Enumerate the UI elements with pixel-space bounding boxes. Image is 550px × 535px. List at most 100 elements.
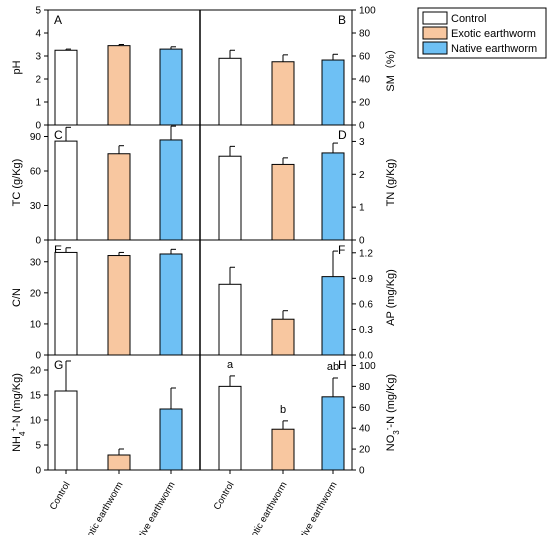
y-tick-label: 0.6 xyxy=(359,299,373,310)
y-tick-label: 20 xyxy=(30,288,42,299)
y-tick-label: 1.2 xyxy=(359,248,373,259)
y-axis-label: C/N xyxy=(11,288,23,307)
y-tick-label: 0 xyxy=(35,466,41,477)
panel-label: A xyxy=(54,13,62,27)
bar-native xyxy=(159,48,183,126)
legend-label: Native earthworm xyxy=(451,43,537,55)
y-tick-label: 0.0 xyxy=(359,351,373,362)
bar-control xyxy=(54,390,78,471)
y-tick-label: 100 xyxy=(359,361,376,372)
legend-label: Control xyxy=(451,13,486,25)
panel-F: F 0.0 0.3 0.6 0.9 1.2 AP (mg/Kg) xyxy=(218,243,397,362)
y-tick-label: 80 xyxy=(359,29,371,40)
y-tick-label: 20 xyxy=(30,366,42,377)
bar-exotic xyxy=(271,318,295,356)
significance-label: a xyxy=(227,359,234,371)
panel-A: A 0 1 2 3 4 5 pH xyxy=(11,6,183,132)
y-tick-label: 20 xyxy=(359,445,371,456)
bar-native xyxy=(159,139,183,241)
y-tick-label: 0 xyxy=(359,466,365,477)
bar-native xyxy=(321,152,345,241)
y-tick-label: 15 xyxy=(30,391,42,402)
bar-control xyxy=(54,251,78,356)
x-category-label: Exotic earthworm xyxy=(79,480,125,535)
y-tick-label: 80 xyxy=(359,382,371,393)
y-tick-label: 10 xyxy=(30,416,42,427)
bar-exotic xyxy=(107,255,131,356)
y-tick-label: 0 xyxy=(359,121,365,132)
legend-swatch xyxy=(422,26,448,40)
x-category-label: Native earthworm xyxy=(131,480,178,535)
significance-label: b xyxy=(280,404,286,416)
y-tick-label: 4 xyxy=(35,29,41,40)
bar-control xyxy=(218,155,242,241)
y-tick-label: 0 xyxy=(35,351,41,362)
x-axis-category-labels: Control Exotic earthworm Native earthworm C… xyxy=(48,480,340,535)
y-tick-label: 20 xyxy=(359,98,371,109)
y-tick-label: 2 xyxy=(35,75,41,86)
bar-exotic xyxy=(271,163,295,241)
panel-C: C 0 30 60 90 TC (g/Kg) xyxy=(11,125,183,247)
panel-B: B 0 20 40 60 80 100 SM（%） xyxy=(218,6,397,132)
y-tick-label: 40 xyxy=(359,424,371,435)
y-tick-label: 5 xyxy=(35,441,41,452)
significance-label: ab xyxy=(327,361,339,373)
panel-label: H xyxy=(338,358,347,372)
panel-label: E xyxy=(54,243,62,257)
bar-native xyxy=(159,253,183,356)
bar-native xyxy=(159,408,183,471)
panel-label: D xyxy=(338,128,347,142)
bar-exotic xyxy=(271,61,295,126)
legend: Control Exotic earthworm Native earthworm xyxy=(417,7,547,59)
bar-control xyxy=(218,385,242,471)
y-tick-label: 2 xyxy=(359,170,365,181)
bar-control xyxy=(54,140,78,241)
panel-label: B xyxy=(338,13,346,27)
bar-exotic xyxy=(107,45,131,126)
bar-control xyxy=(54,49,78,126)
panel-label: G xyxy=(54,358,63,372)
bar-exotic xyxy=(271,428,295,471)
y-tick-label: 0 xyxy=(35,121,41,132)
y-tick-label: 90 xyxy=(30,132,42,143)
y-tick-label: 3 xyxy=(35,52,41,63)
legend-swatch xyxy=(422,41,448,55)
y-tick-label: 30 xyxy=(30,201,42,212)
bar-control xyxy=(218,283,242,356)
y-axis-label: NO3--N (mg/Kg) xyxy=(383,374,401,451)
legend-label: Exotic earthworm xyxy=(451,28,536,40)
bar-native xyxy=(321,59,345,126)
panel-E: E 0 10 20 30 C/N xyxy=(11,243,183,362)
bar-native xyxy=(321,396,345,471)
x-category-label: Exotic earthworm xyxy=(243,480,289,535)
y-tick-label: 60 xyxy=(30,167,42,178)
y-axis-label: TN (g/Kg) xyxy=(385,159,397,207)
bar-exotic xyxy=(107,454,131,471)
y-tick-label: 100 xyxy=(359,6,376,17)
y-axis-label: TC (g/Kg) xyxy=(11,159,23,207)
y-axis-label: NH4+-N (mg/Kg) xyxy=(9,373,27,452)
y-tick-label: 0.3 xyxy=(359,325,373,336)
x-category-label: Control xyxy=(212,480,237,512)
x-category-label: Control xyxy=(48,480,73,512)
y-axis-label: AP (mg/Kg) xyxy=(385,269,397,326)
y-tick-label: 0 xyxy=(359,236,365,247)
y-tick-label: 30 xyxy=(30,257,42,268)
panel-label: C xyxy=(54,128,63,142)
y-tick-label: 0 xyxy=(35,236,41,247)
bar-control xyxy=(218,57,242,126)
y-tick-label: 60 xyxy=(359,52,371,63)
y-tick-label: 60 xyxy=(359,403,371,414)
y-tick-label: 1 xyxy=(359,203,365,214)
y-tick-label: 1 xyxy=(35,98,41,109)
legend-swatch xyxy=(422,11,448,25)
x-category-label: Native earthworm xyxy=(293,480,340,535)
bar-exotic xyxy=(107,153,131,241)
bar-native xyxy=(321,276,345,356)
panel-label: F xyxy=(338,243,345,257)
panel-D: D 0 1 2 3 TN (g/Kg) xyxy=(218,128,397,247)
